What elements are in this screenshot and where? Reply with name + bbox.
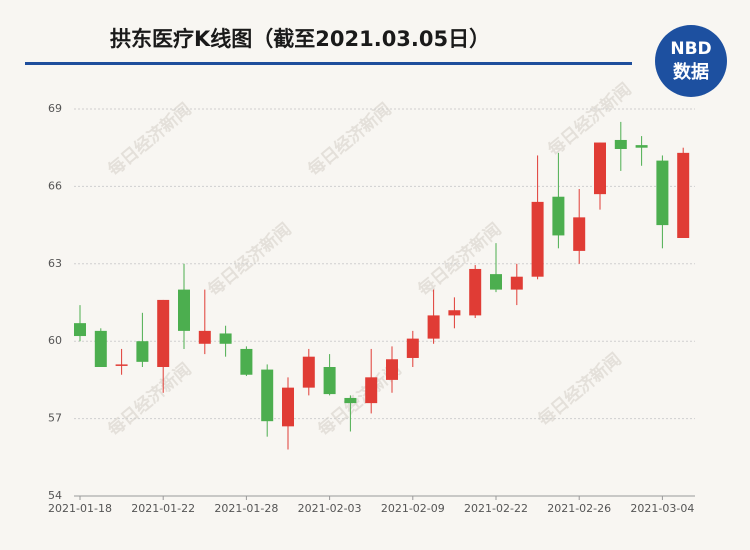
y-tick-label: 57	[48, 412, 62, 425]
candle-body	[282, 387, 294, 427]
y-tick-label: 63	[48, 257, 62, 270]
candle-body	[323, 367, 336, 395]
logo-top: NBD	[670, 39, 711, 59]
x-tick-label: 2021-01-18	[48, 502, 112, 515]
candle-body	[531, 201, 544, 277]
candle-body	[490, 274, 502, 290]
x-tick-label: 2021-02-22	[464, 502, 528, 515]
candle-body	[365, 377, 378, 404]
candle-body	[261, 369, 274, 422]
candle-body	[635, 145, 648, 148]
x-tick-label: 2021-02-09	[381, 502, 445, 515]
x-tick-label: 2021-03-04	[630, 502, 694, 515]
candle-body	[157, 299, 170, 367]
y-tick-label: 69	[48, 102, 62, 115]
chart-title: 拱东医疗K线图（截至2021.03.05日）	[110, 27, 490, 51]
candle-body	[656, 160, 669, 226]
y-tick-label: 54	[48, 489, 62, 502]
watermark: 每日经济新闻	[204, 219, 296, 301]
y-tick-label: 66	[48, 179, 62, 192]
candle-body	[386, 359, 398, 380]
candle-body	[94, 330, 107, 367]
watermark: 每日经济新闻	[104, 359, 196, 441]
candle-body	[74, 323, 86, 337]
x-tick-label: 2021-02-26	[547, 502, 611, 515]
watermark: 每日经济新闻	[304, 99, 396, 181]
candle-body	[344, 397, 357, 404]
candle-body	[510, 276, 523, 290]
x-tick-label: 2021-01-28	[214, 502, 278, 515]
candle-body	[469, 268, 482, 316]
candle-body	[573, 217, 586, 251]
x-tick-label: 2021-02-03	[298, 502, 362, 515]
candle-body	[552, 196, 565, 236]
x-tick-label: 2021-01-22	[131, 502, 195, 515]
logo	[655, 25, 727, 97]
y-tick-label: 60	[48, 334, 62, 347]
candle-body	[240, 348, 253, 375]
candle-body	[302, 356, 315, 388]
candle-body	[136, 341, 149, 362]
candle-body	[448, 310, 461, 316]
candle-body	[594, 142, 606, 195]
candle-body	[178, 289, 190, 331]
candle-body	[115, 364, 128, 366]
candle-body	[614, 139, 627, 149]
candle-body	[198, 330, 211, 344]
title-rule	[25, 62, 632, 65]
logo-bottom: 数据	[673, 61, 709, 83]
candle-body	[219, 333, 232, 344]
candle-body	[677, 152, 690, 238]
watermark: 每日经济新闻	[104, 99, 196, 181]
candle-body	[427, 315, 440, 339]
candle-body	[406, 338, 419, 358]
